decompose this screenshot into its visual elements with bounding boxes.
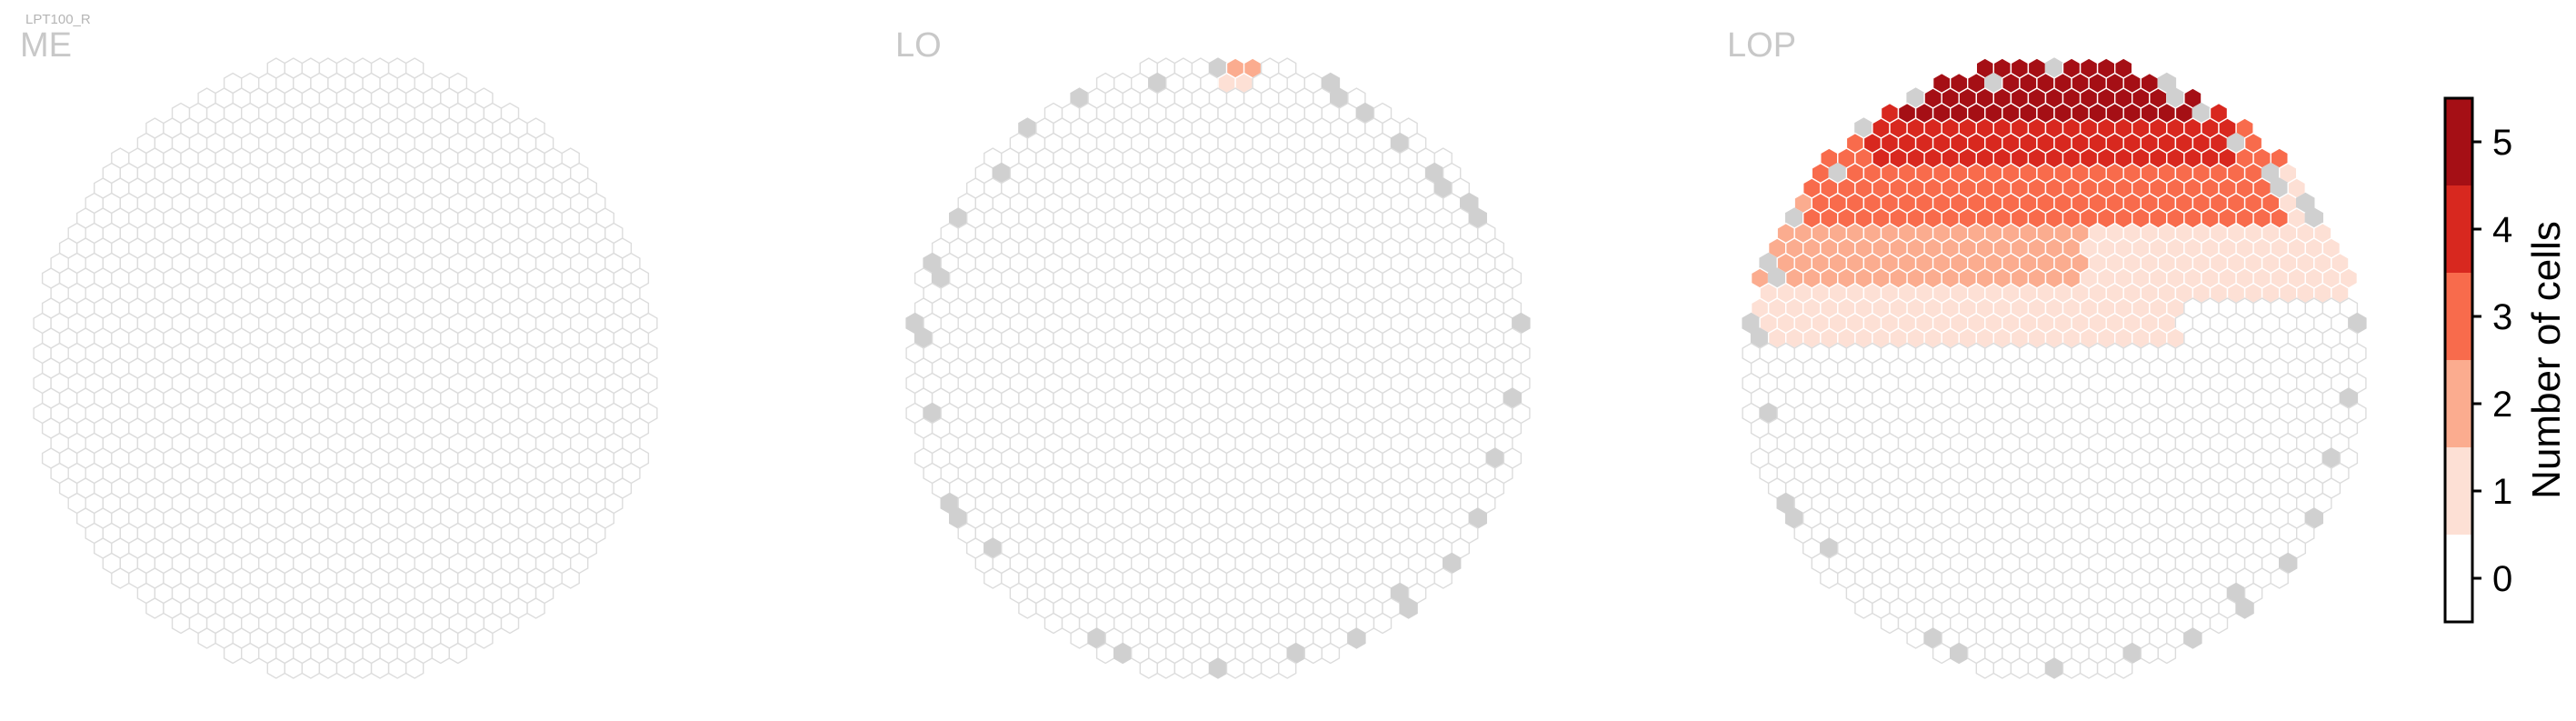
hex-column-outside [2235, 597, 2254, 619]
hex-column-value-0 [387, 657, 407, 679]
hex-column-value-0 [1880, 612, 1900, 635]
hex-column-value-0 [448, 642, 468, 665]
hex-column-value-0 [1018, 597, 1037, 619]
panel-lo: LO [895, 26, 1531, 679]
hex-column-value-0 [318, 657, 338, 679]
hex-column-value-0 [1070, 627, 1089, 649]
hex-grid-lo [905, 57, 1531, 679]
hex-column-value-0 [2027, 657, 2047, 679]
hex-column-value-0 [474, 627, 494, 649]
colorbar-tick-label: 0 [2492, 559, 2512, 599]
hex-column-value-0 [2079, 657, 2099, 679]
figure-label: LPT100_R [25, 12, 91, 27]
hex-column-value-0 [145, 597, 165, 619]
colorbar-segment-0 [2445, 535, 2472, 622]
hex-column-outside [1399, 597, 1418, 619]
hex-column-value-0 [2157, 642, 2177, 665]
hex-column-value-0 [1243, 657, 1263, 679]
hex-column-value-0 [405, 657, 424, 679]
hex-column-value-0 [1277, 657, 1297, 679]
colorbar-tick-label: 2 [2492, 385, 2512, 425]
hex-grid-lop [1742, 57, 2367, 679]
hex-column-value-0 [1225, 657, 1245, 679]
hex-column-outside [2044, 657, 2064, 679]
hex-column-value-0 [1975, 657, 1995, 679]
hex-column-value-0 [1373, 612, 1393, 635]
hex-column-value-0 [1139, 657, 1159, 679]
hex-column-value-0 [2209, 612, 2229, 635]
hex-column-value-0 [2096, 657, 2116, 679]
hex-column-value-0 [1173, 657, 1193, 679]
hex-column-value-0 [1321, 642, 1341, 665]
colorbar-segment-1 [2445, 447, 2472, 535]
hex-column-value-0 [171, 612, 191, 635]
hex-column-outside [1347, 627, 1366, 649]
colorbar-tick-label: 5 [2492, 123, 2512, 163]
hex-column-value-0 [500, 612, 520, 635]
colorbar-segments [2445, 98, 2472, 622]
hex-column-value-0 [1433, 567, 1453, 589]
hex-column-value-0 [370, 657, 390, 679]
colorbar-ticks: 0 1 2 3 4 5 [2472, 123, 2512, 599]
hex-column-value-0 [1992, 657, 2012, 679]
hex-column-value-0 [2140, 642, 2160, 665]
hex-column-outside [1208, 657, 1228, 679]
colorbar-segment-3 [2445, 273, 2472, 360]
hex-column-value-0 [197, 627, 216, 649]
hex-column-value-0 [266, 657, 285, 679]
hex-column-value-0 [223, 642, 243, 665]
colorbar-tick-label: 1 [2492, 472, 2512, 512]
colorbar-segment-2 [2445, 360, 2472, 447]
hex-column-value-0 [353, 657, 373, 679]
panel-lop: LOP [1727, 26, 2367, 679]
panel-me: ME [20, 26, 658, 679]
hex-grid-me [33, 57, 658, 679]
colorbar-tick-label: 3 [2492, 297, 2512, 337]
hex-column-value-0 [1932, 642, 1952, 665]
hex-column-value-0 [1156, 657, 1176, 679]
hex-column-value-0 [241, 642, 260, 665]
panel-title-lop: LOP [1727, 26, 1796, 65]
hex-column-value-0 [284, 657, 304, 679]
colorbar-tick-label: 4 [2492, 210, 2512, 250]
panel-title-me: ME [20, 26, 72, 65]
hex-column-value-0 [431, 642, 450, 665]
hex-column-value-0 [1260, 657, 1280, 679]
hex-column-value-0 [2062, 657, 2082, 679]
colorbar: 0 1 2 3 4 5 Number of cells [2443, 96, 2569, 624]
hex-column-value-0 [1303, 642, 1323, 665]
hex-column-value-0 [1043, 612, 1063, 635]
hex-column-value-0 [1854, 597, 1873, 619]
hex-column-outside [1949, 642, 1969, 665]
colorbar-segment-5 [2445, 98, 2472, 185]
colorbar-segment-4 [2445, 185, 2472, 273]
hex-column-value-0 [2010, 657, 2030, 679]
hex-column-value-0 [2113, 657, 2133, 679]
colorbar-label: Number of cells [2524, 221, 2569, 499]
hex-column-value-0 [526, 597, 545, 619]
hex-column-value-0 [561, 567, 580, 589]
panel-title-lo: LO [895, 26, 942, 65]
hex-column-value-0 [1820, 567, 1839, 589]
hex-column-value-0 [1906, 627, 1925, 649]
hex-column-value-0 [335, 657, 355, 679]
hex-column-value-0 [1095, 642, 1115, 665]
hex-column-value-0 [983, 567, 1003, 589]
hex-column-value-0 [2270, 567, 2289, 589]
hex-column-value-0 [301, 657, 321, 679]
hex-column-value-0 [111, 567, 130, 589]
hex-column-outside [1113, 642, 1133, 665]
hex-column-value-0 [1191, 657, 1211, 679]
hex-column-outside [2183, 627, 2202, 649]
